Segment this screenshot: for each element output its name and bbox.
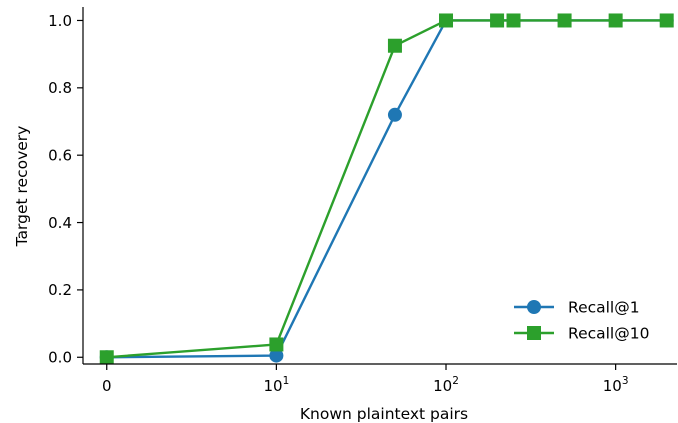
point-recall-1-1 — [269, 348, 284, 363]
legend-entry-recall-10: Recall@10 — [514, 325, 649, 343]
legend-label-recall-1: Recall@1 — [568, 299, 640, 317]
legend-marker-recall-1 — [527, 300, 541, 314]
y-axis-ticks: 0.0 0.2 0.4 0.6 0.8 1.0 — [48, 12, 83, 367]
plot-area — [99, 13, 674, 365]
point-recall-10-4 — [490, 13, 505, 28]
point-recall-10-8 — [659, 13, 674, 28]
point-recall-10-1 — [269, 337, 284, 352]
legend-marker-recall-10 — [527, 326, 541, 340]
point-recall-10-2 — [387, 38, 402, 53]
x-axis-label: Known plaintext pairs — [300, 405, 468, 423]
point-recall-10-3 — [439, 13, 454, 28]
y-tick-label-1: 0.2 — [48, 281, 72, 299]
legend-label-recall-10: Recall@10 — [568, 325, 649, 343]
x-tick-label-3: 103 — [603, 375, 629, 395]
legend: Recall@1 Recall@10 — [514, 299, 649, 343]
point-recall-1-2 — [387, 107, 402, 122]
x-tick-label-0: 0 — [102, 377, 112, 395]
y-tick-label-4: 0.8 — [48, 79, 72, 97]
x-axis-ticks: 0 101 102 103 — [102, 364, 629, 395]
x-tick-label-1: 101 — [263, 375, 289, 395]
x-tick-label-2: 102 — [433, 375, 459, 395]
point-recall-10-7 — [608, 13, 623, 28]
legend-entry-recall-1: Recall@1 — [514, 299, 640, 317]
axes — [82, 7, 677, 365]
series-recall-10 — [99, 13, 674, 365]
y-tick-label-2: 0.4 — [48, 214, 72, 232]
point-recall-10-6 — [557, 13, 572, 28]
point-recall-10-0 — [99, 350, 114, 365]
y-tick-label-5: 1.0 — [48, 12, 72, 30]
y-tick-label-3: 0.6 — [48, 146, 72, 164]
y-tick-label-0: 0.0 — [48, 349, 72, 367]
y-axis-label: Target recovery — [13, 126, 31, 248]
point-recall-10-5 — [506, 13, 521, 28]
